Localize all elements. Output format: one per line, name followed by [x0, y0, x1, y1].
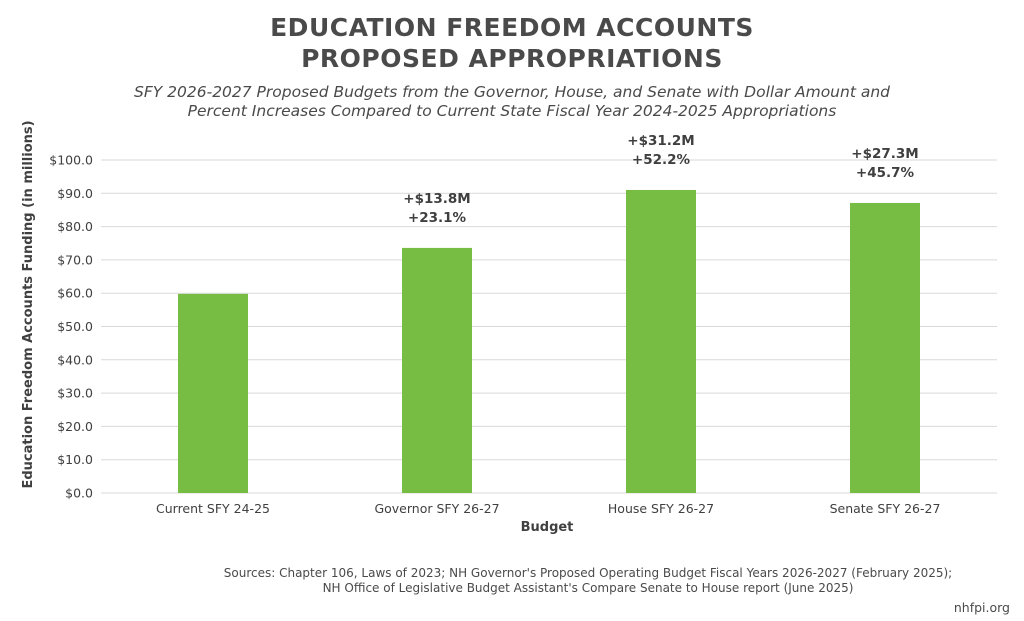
source-note-line-1: Sources: Chapter 106, Laws of 2023; NH G… — [223, 566, 953, 580]
x-tick-label: House SFY 26-27 — [608, 501, 714, 516]
y-tick-label: $50.0 — [57, 319, 93, 334]
y-tick-label: $40.0 — [57, 352, 93, 367]
y-tick-label: $90.0 — [57, 186, 93, 201]
chart-subtitle-line-2: Percent Increases Compared to Current St… — [187, 102, 837, 120]
y-tick-label: $100.0 — [49, 153, 93, 168]
x-tick-label: Current SFY 24-25 — [156, 501, 270, 516]
data-label: +45.7% — [856, 165, 915, 181]
y-tick-label: $10.0 — [57, 452, 93, 467]
chart-title-line-1: EDUCATION FREEDOM ACCOUNTS — [270, 13, 754, 42]
data-label: +$31.2M — [627, 133, 694, 149]
data-label: +23.1% — [408, 210, 467, 226]
y-tick-label: $70.0 — [57, 252, 93, 267]
data-label: +$27.3M — [851, 146, 918, 162]
bar — [626, 189, 696, 493]
y-tick-label: $30.0 — [57, 386, 93, 401]
y-tick-label: $0.0 — [65, 486, 93, 501]
x-tick-label: Governor SFY 26-27 — [374, 501, 499, 516]
x-tick-label: Senate SFY 26-27 — [830, 501, 941, 516]
chart-title-line-2: PROPOSED APPROPRIATIONS — [301, 44, 723, 73]
bar-chart: $0.0 $10.0 $20.0 $30.0 $40.0 $50.0 $60.0 $70.0 $… — [21, 120, 997, 535]
source-note-line-2: NH Office of Legislative Budget Assistan… — [322, 581, 854, 595]
bar — [402, 247, 472, 493]
brand-url: nhfpi.org — [953, 600, 1010, 615]
data-label: +$13.8M — [403, 191, 470, 207]
chart-subtitle-line-1: SFY 2026-2027 Proposed Budgets from the … — [134, 83, 890, 101]
y-tick-label: $80.0 — [57, 219, 93, 234]
y-axis-title: Education Freedom Accounts Funding (in m… — [21, 120, 36, 488]
data-label: +52.2% — [632, 152, 691, 168]
y-tick-label: $20.0 — [57, 419, 93, 434]
x-axis-title: Budget — [521, 520, 574, 535]
bar — [850, 202, 920, 493]
y-tick-label: $60.0 — [57, 286, 93, 301]
bar — [178, 293, 248, 493]
